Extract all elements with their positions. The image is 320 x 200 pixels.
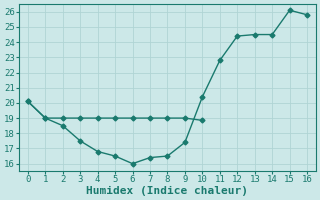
X-axis label: Humidex (Indice chaleur): Humidex (Indice chaleur) [86,186,248,196]
